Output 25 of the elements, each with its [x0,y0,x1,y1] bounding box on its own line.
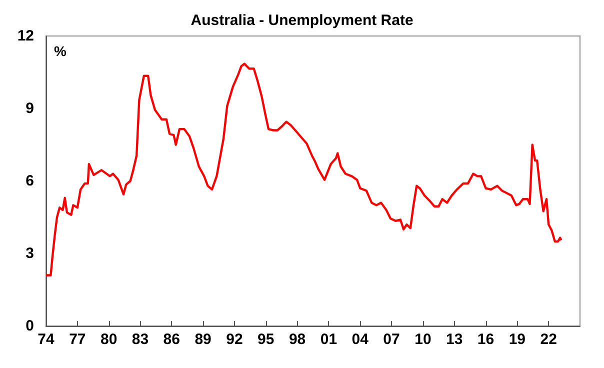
x-tick-label: 89 [194,331,212,348]
y-tick-label: 12 [17,28,34,44]
x-tick-label: 07 [383,331,400,348]
x-tick-label: 95 [258,331,274,348]
x-tick-label: 19 [508,331,526,348]
y-tick-label: 3 [26,245,34,262]
x-tick-label: 04 [352,331,370,348]
line-series [44,62,562,276]
x-tick-label: 10 [414,331,432,348]
x-tick-label: 92 [226,331,243,348]
y-tick-label: 9 [26,100,34,117]
x-tick-label: 86 [163,331,180,348]
x-tick-label: 16 [477,331,494,348]
y-tick-label: 0 [26,318,34,334]
x-tick-label: 01 [320,331,338,348]
x-tick-label: 74 [38,331,55,348]
x-tick-label: 83 [132,331,149,348]
chart-title: Australia - Unemployment Rate [190,12,414,29]
x-tick-label: 77 [69,331,86,348]
x-tick-label: 80 [100,331,118,348]
y-tick-label: 6 [26,172,34,190]
x-tick-label: 22 [540,331,557,348]
y-axis-title: % [54,43,67,59]
x-tick-label: 98 [288,331,306,348]
x-tick-label: 13 [446,331,463,348]
